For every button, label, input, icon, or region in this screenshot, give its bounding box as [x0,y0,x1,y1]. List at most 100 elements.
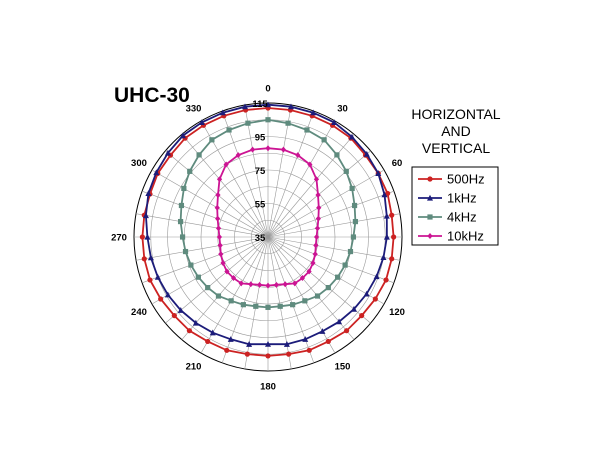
polar-grid [133,102,403,372]
data-point [348,133,355,140]
data-point [205,338,211,345]
grid-spoke [267,134,355,238]
data-point [427,214,433,220]
data-point [215,215,221,222]
grid-spoke [141,236,269,284]
data-point [216,234,223,240]
angle-tick-label: 270 [111,233,127,244]
data-point [220,259,226,266]
data-point [336,318,343,325]
grid-spoke [267,236,292,370]
data-point [240,302,246,308]
data-point [380,254,387,260]
data-point [313,234,320,240]
data-point [171,312,177,319]
grid-spoke [141,190,269,238]
angle-tick-label: 30 [337,103,348,114]
data-point [391,234,397,240]
data-point [375,170,382,176]
data-point [290,302,296,308]
data-point [265,353,271,359]
data-point [196,152,202,158]
data-point [215,192,221,199]
grid-spoke [151,236,269,305]
data-point [325,285,331,291]
data-point [227,336,234,342]
legend-item-10khz: 10kHz [418,229,484,244]
data-point [273,281,280,288]
data-point [141,256,147,262]
grid-spoke [267,236,395,284]
data-point [363,290,370,297]
data-point [304,127,310,133]
radial-tick-label: 95 [255,133,266,144]
data-point [265,341,271,347]
grid-spoke [135,236,269,261]
data-point [310,109,317,116]
data-point [224,347,230,353]
data-point [154,273,161,280]
data-point [306,347,312,353]
data-point [319,328,326,334]
data-point [216,176,223,183]
data-point [242,103,249,110]
data-point [223,161,229,168]
series-1khz [142,101,390,347]
data-point [214,204,220,211]
data-point [217,242,223,249]
data-point [164,149,171,156]
data-point [209,137,215,143]
data-point [253,303,259,309]
data-point [307,161,313,168]
data-point [312,251,318,258]
data-point [139,234,145,240]
grid-spoke [165,236,269,324]
data-point [427,233,433,239]
data-point [331,119,338,126]
data-point [313,176,320,183]
data-point [383,233,390,240]
data-point [277,303,283,309]
data-point [350,305,357,312]
radial-tick-label: 75 [255,166,266,177]
grid-spoke [267,104,292,238]
angle-tick-label: 240 [131,307,147,318]
data-point [224,268,230,275]
legend-title-line-1: HORIZONTAL [411,106,500,122]
data-point [147,254,154,261]
grid-spoke [267,190,395,238]
data-point [246,341,253,347]
data-point [325,338,331,345]
data-point [226,127,232,133]
data-point [385,190,391,197]
data-point [265,101,271,108]
angle-tick-label: 60 [392,158,403,169]
data-point [373,273,380,280]
data-point [192,319,199,326]
data-point [153,169,160,176]
data-point [285,120,291,126]
data-point [179,234,186,240]
data-point [343,168,349,174]
data-point [381,191,388,198]
angle-tick-label: 180 [260,382,276,393]
legend-item-4khz: 4kHz [418,210,477,225]
data-point [181,185,187,192]
data-point [182,248,189,255]
data-point [427,176,433,182]
data-point [350,234,357,240]
grid-spoke [151,169,269,238]
legend-label: 10kHz [447,229,484,244]
data-point [427,194,433,201]
grid-spoke [267,236,385,305]
data-point [292,280,298,287]
series-10khz [214,145,322,289]
data-point [302,298,308,304]
data-point [265,304,271,310]
data-point [389,212,395,218]
angle-tick-label: 300 [131,158,147,169]
data-point [343,328,350,334]
data-point [316,204,322,211]
data-point [363,150,370,157]
